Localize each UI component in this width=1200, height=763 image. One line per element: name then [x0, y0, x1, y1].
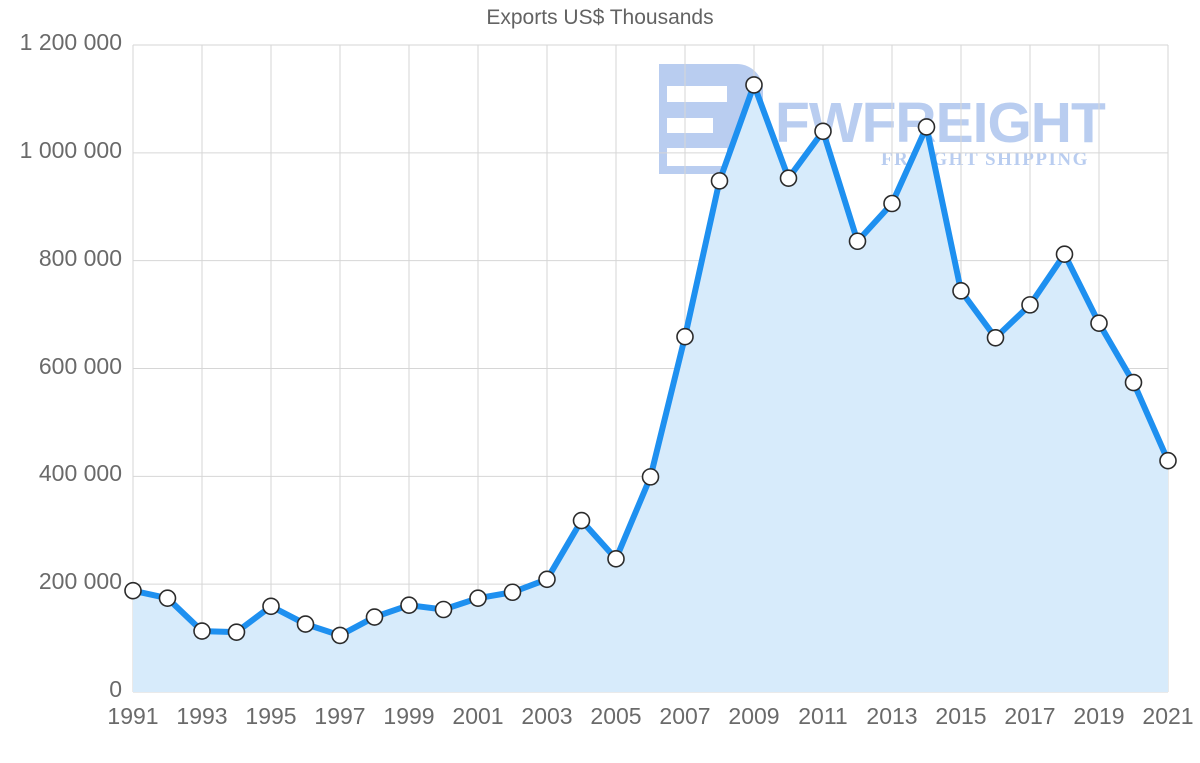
data-point-marker[interactable] — [124, 581, 142, 600]
x-axis-tick-label: 1991 — [107, 703, 159, 729]
x-axis-tick-label: 1999 — [383, 703, 435, 729]
data-point-marker[interactable] — [262, 597, 280, 616]
x-axis-tick-label: 2019 — [1073, 703, 1125, 729]
y-axis-tick-label: 1 200 000 — [19, 29, 122, 55]
data-point-marker[interactable] — [572, 511, 591, 530]
x-axis-tick-label: 1995 — [245, 703, 297, 729]
x-axis-tick-label: 2001 — [452, 703, 504, 729]
x-axis-tick-label: 1993 — [176, 703, 228, 729]
area-fill — [133, 84, 1168, 692]
data-point-marker[interactable] — [641, 468, 660, 486]
y-axis-tick-label: 1 000 000 — [19, 136, 122, 163]
y-axis-tick-label: 600 000 — [38, 352, 122, 379]
data-point-marker[interactable] — [296, 615, 315, 633]
data-point-marker[interactable] — [365, 608, 384, 626]
y-axis-tick-label: 800 000 — [38, 244, 122, 271]
y-axis-tick-label: 400 000 — [38, 460, 122, 487]
data-point-marker[interactable] — [745, 76, 763, 94]
x-axis-tick-label: 1997 — [314, 703, 366, 729]
data-point-marker[interactable] — [1021, 296, 1039, 314]
x-axis-tick-label: 2009 — [728, 703, 780, 729]
data-point-marker[interactable] — [814, 122, 832, 141]
data-point-marker[interactable] — [434, 600, 453, 619]
data-point-marker[interactable] — [400, 596, 418, 614]
area-fill-path — [133, 84, 1168, 692]
data-point-marker[interactable] — [158, 589, 177, 607]
x-axis-tick-label: 2015 — [935, 703, 987, 729]
x-axis-tick-label: 2003 — [521, 703, 573, 729]
data-point-marker[interactable] — [1090, 314, 1108, 333]
x-axis-tick-label: 2017 — [1004, 703, 1056, 729]
data-point-marker[interactable] — [986, 328, 1005, 347]
data-point-marker[interactable] — [952, 282, 970, 300]
data-point-marker[interactable] — [1159, 451, 1177, 470]
data-point-marker[interactable] — [193, 622, 211, 640]
data-point-marker[interactable] — [779, 169, 798, 187]
data-point-marker[interactable] — [883, 194, 901, 213]
data-point-marker[interactable] — [503, 583, 522, 602]
x-axis-tick-label: 2013 — [866, 703, 918, 729]
data-point-marker[interactable] — [607, 550, 625, 568]
x-axis-tick-label: 2021 — [1142, 703, 1194, 729]
data-point-marker[interactable] — [917, 118, 936, 136]
chart-title: Exports US$ Thousands — [486, 6, 714, 29]
y-axis-tick-label: 200 000 — [38, 568, 122, 595]
data-point-marker[interactable] — [676, 327, 694, 346]
data-point-marker[interactable] — [1124, 373, 1143, 392]
data-point-marker[interactable] — [227, 623, 246, 641]
data-point-marker[interactable] — [469, 589, 487, 607]
y-axis-tick-label: 0 — [109, 676, 122, 702]
data-point-marker[interactable] — [538, 570, 556, 589]
x-axis-tick-label: 2011 — [798, 703, 848, 729]
data-point-marker[interactable] — [710, 172, 729, 190]
data-point-marker[interactable] — [848, 232, 867, 251]
x-axis-tick-label: 2007 — [659, 703, 711, 729]
x-axis-tick-label: 2005 — [590, 703, 642, 729]
data-point-marker[interactable] — [1055, 245, 1074, 263]
data-markers — [124, 76, 1177, 645]
data-point-marker[interactable] — [331, 626, 349, 645]
